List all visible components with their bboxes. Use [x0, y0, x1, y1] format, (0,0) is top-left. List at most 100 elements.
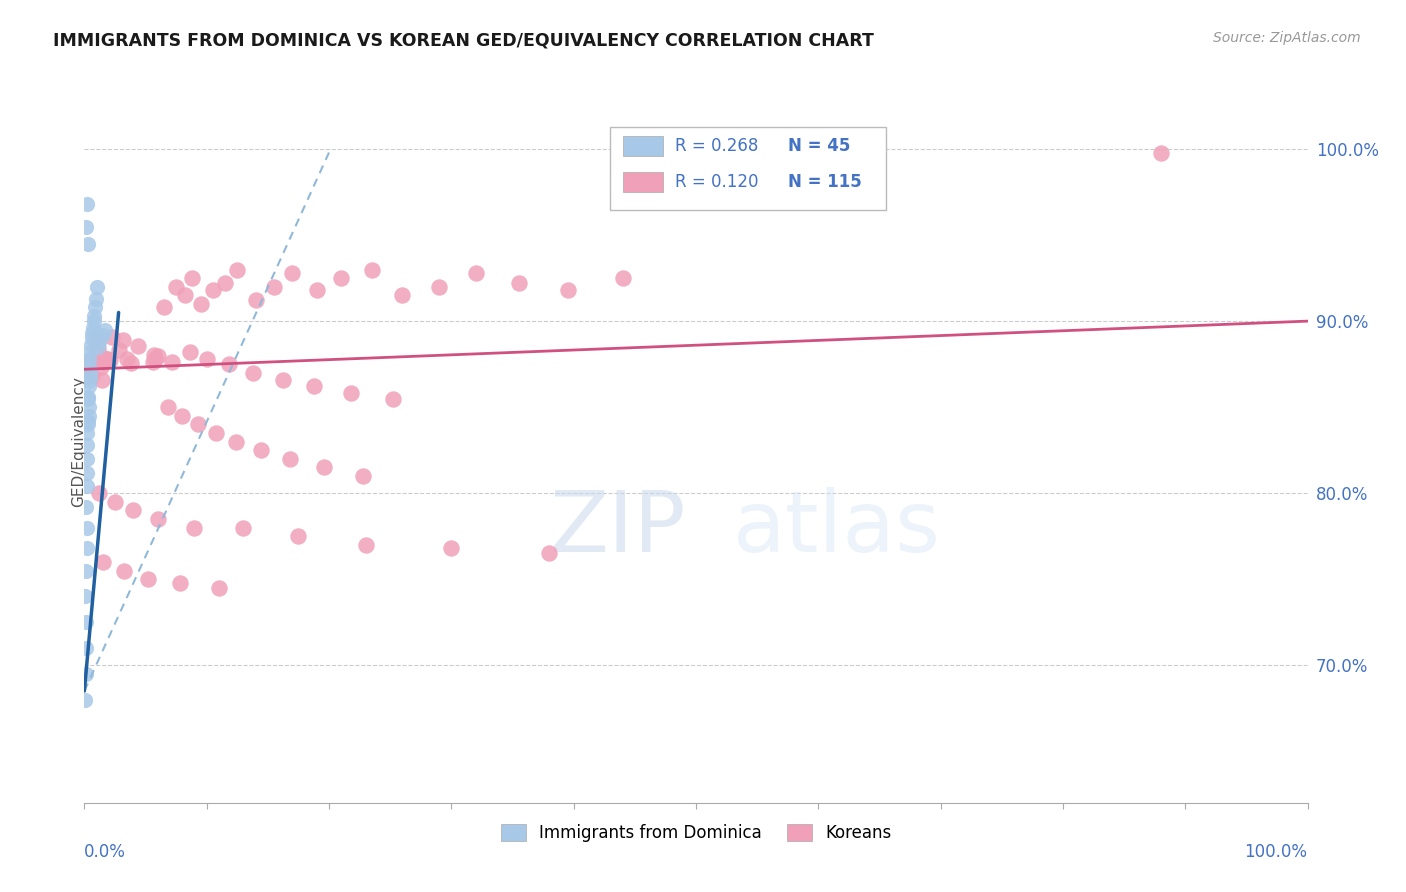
Point: [75, 564, 97, 578]
Point: [104, 495, 127, 509]
Point: [76, 368, 98, 382]
Point: [87, 341, 110, 355]
Point: [142, 354, 165, 368]
Point: [80, 331, 103, 345]
Point: [75, 219, 97, 234]
Point: [205, 425, 228, 440]
Point: [122, 503, 145, 517]
Point: [195, 351, 218, 366]
Point: [108, 343, 131, 357]
Point: [79, 371, 101, 385]
Point: [330, 271, 353, 285]
Point: [80, 368, 103, 383]
Point: [75, 590, 97, 604]
Point: [136, 572, 159, 586]
Point: [86, 345, 108, 359]
Y-axis label: GED/Equivalency: GED/Equivalency: [72, 376, 86, 507]
Point: [76, 438, 98, 452]
Point: [86, 279, 108, 293]
Point: [101, 330, 124, 344]
Point: [287, 529, 309, 543]
Point: [111, 334, 134, 348]
Point: [214, 277, 236, 291]
Point: [340, 386, 363, 401]
Point: [381, 392, 404, 406]
FancyBboxPatch shape: [610, 128, 886, 211]
Point: [1150, 145, 1173, 160]
Point: [201, 283, 224, 297]
Text: R = 0.120: R = 0.120: [675, 173, 759, 191]
Point: [79, 366, 101, 380]
Point: [464, 266, 486, 280]
Point: [76, 466, 98, 480]
Point: [87, 486, 110, 500]
Point: [165, 279, 187, 293]
Point: [162, 355, 184, 369]
Point: [281, 266, 304, 280]
Point: [242, 366, 264, 380]
Point: [120, 356, 142, 370]
Point: [82, 321, 104, 335]
Point: [94, 323, 117, 337]
Point: [76, 451, 98, 466]
Point: [77, 417, 100, 432]
Text: ZIP: ZIP: [550, 487, 686, 570]
Point: [77, 236, 100, 251]
Point: [508, 277, 530, 291]
Point: [179, 345, 201, 359]
Point: [232, 520, 254, 534]
Point: [75, 500, 97, 514]
Point: [557, 283, 579, 297]
Point: [427, 279, 450, 293]
Point: [127, 338, 149, 352]
Point: [83, 314, 105, 328]
Legend: Immigrants from Dominica, Koreans: Immigrants from Dominica, Koreans: [494, 817, 898, 848]
Point: [80, 338, 103, 352]
Point: [263, 279, 285, 293]
Point: [76, 479, 98, 493]
Point: [391, 288, 413, 302]
Point: [208, 581, 231, 595]
Point: [75, 692, 97, 706]
Point: [146, 512, 169, 526]
Point: [77, 379, 100, 393]
Point: [77, 400, 100, 414]
Point: [314, 460, 336, 475]
Point: [305, 283, 328, 297]
Point: [245, 293, 267, 308]
Point: [87, 334, 110, 349]
Point: [112, 564, 135, 578]
Point: [153, 301, 176, 315]
Point: [76, 355, 98, 369]
Text: 0.0%: 0.0%: [84, 843, 127, 861]
Text: N = 115: N = 115: [787, 173, 862, 191]
Point: [143, 351, 166, 366]
Point: [82, 326, 104, 341]
Point: [84, 292, 107, 306]
Point: [169, 575, 191, 590]
Point: [187, 417, 209, 432]
Point: [76, 197, 98, 211]
Point: [84, 333, 107, 347]
Point: [360, 262, 382, 277]
Point: [76, 520, 98, 534]
Point: [146, 349, 169, 363]
Point: [86, 354, 108, 368]
Point: [183, 520, 205, 534]
Point: [218, 357, 240, 371]
Point: [143, 348, 166, 362]
Point: [76, 414, 98, 428]
Point: [77, 351, 100, 366]
Point: [249, 443, 271, 458]
Point: [173, 288, 195, 302]
Text: 100.0%: 100.0%: [1244, 843, 1308, 861]
Point: [278, 451, 301, 466]
Point: [91, 373, 114, 387]
Text: R = 0.268: R = 0.268: [675, 137, 759, 155]
Text: Source: ZipAtlas.com: Source: ZipAtlas.com: [1213, 31, 1361, 45]
Point: [98, 352, 121, 367]
Point: [87, 340, 110, 354]
Bar: [623, 136, 664, 156]
Point: [612, 271, 634, 285]
Point: [84, 301, 107, 315]
